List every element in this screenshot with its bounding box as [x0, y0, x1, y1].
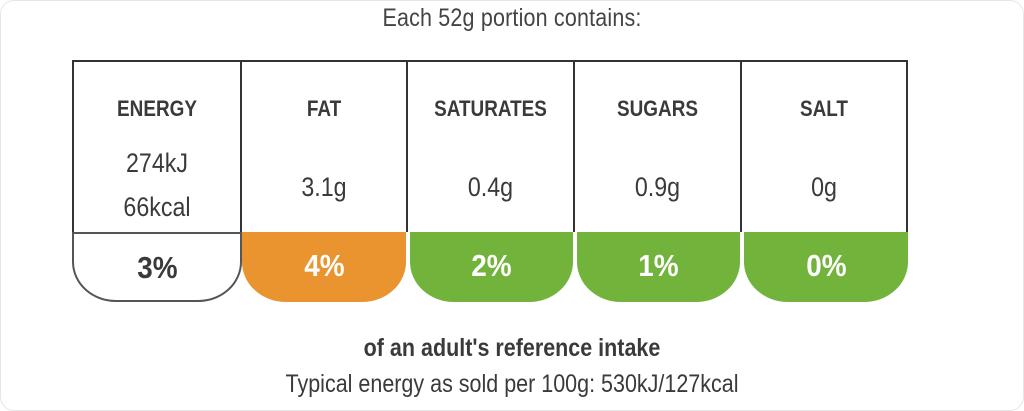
nutrient-value: 0.9g [634, 172, 681, 202]
portion-heading: Each 52g portion contains: [382, 4, 642, 32]
percent-badge-energy: 3% [72, 232, 242, 302]
percent-badge-saturates: 2% [410, 232, 573, 302]
percent-text: 0% [805, 248, 847, 283]
percent-text: 1% [638, 248, 679, 283]
percent-badge-salt: 0% [744, 232, 908, 302]
reference-intake-text: of an adult's reference intake [363, 334, 661, 362]
nutrient-cell-salt: SALT 0g [740, 60, 908, 232]
nutrient-value-kj: 274kJ [126, 148, 188, 178]
nutrient-label: ENERGY [117, 96, 197, 121]
nutrient-label: SALT [800, 96, 848, 121]
nutrient-value: 3.1g [301, 172, 347, 202]
percent-text: 3% [136, 250, 178, 285]
nutrient-value-kcal: 66kcal [123, 192, 191, 222]
nutrient-cell-fat: FAT 3.1g [240, 60, 408, 232]
nutrient-value: 0g [811, 172, 837, 202]
nutrient-label: SUGARS [617, 96, 698, 121]
nutrient-cell-energy: ENERGY 274kJ 66kcal [72, 60, 242, 232]
percent-text: 4% [303, 248, 345, 283]
typical-energy-text: Typical energy as sold per 100g: 530kJ/1… [285, 370, 739, 398]
percent-badge-fat: 4% [242, 232, 406, 302]
nutrient-label: FAT [306, 96, 342, 121]
nutrient-label: SATURATES [434, 96, 547, 121]
percent-badge-sugars: 1% [577, 232, 740, 302]
nutrient-cell-saturates: SATURATES 0.4g [406, 60, 575, 232]
nutrient-cell-sugars: SUGARS 0.9g [573, 60, 742, 232]
percent-text: 2% [471, 248, 512, 283]
nutrient-value: 0.4g [467, 172, 514, 202]
